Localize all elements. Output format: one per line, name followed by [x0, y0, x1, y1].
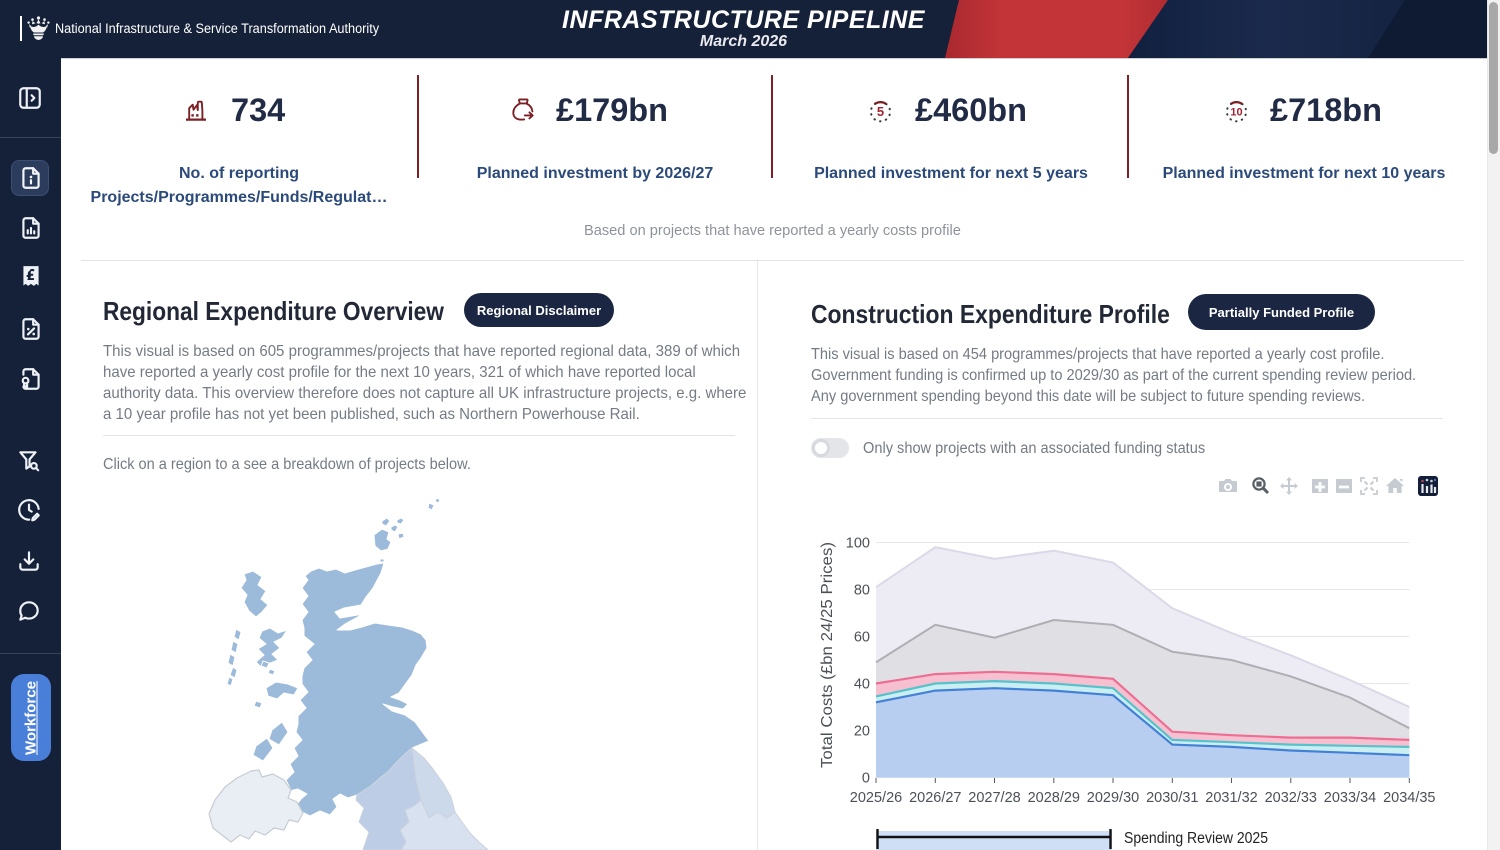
svg-text:2028/29: 2028/29	[1028, 790, 1080, 806]
svg-text:Spending Review 2025: Spending Review 2025	[1124, 830, 1268, 847]
svg-text:2026/27: 2026/27	[909, 790, 961, 806]
svg-text:2025/26: 2025/26	[850, 790, 902, 806]
svg-text:5: 5	[877, 104, 884, 119]
svg-text:2031/32: 2031/32	[1205, 790, 1257, 806]
svg-text:10: 10	[1230, 107, 1242, 119]
svg-text:Total Costs (£bn 24/25 Prices): Total Costs (£bn 24/25 Prices)	[819, 542, 836, 768]
svg-text:2029/30: 2029/30	[1087, 790, 1139, 806]
svg-text:100: 100	[846, 536, 870, 552]
svg-text:2032/33: 2032/33	[1265, 790, 1317, 806]
svg-text:80: 80	[854, 583, 870, 599]
svg-text:40: 40	[854, 677, 870, 693]
svg-text:0: 0	[862, 771, 870, 787]
svg-text:2027/28: 2027/28	[968, 790, 1020, 806]
svg-text:2030/31: 2030/31	[1146, 790, 1198, 806]
svg-text:20: 20	[854, 724, 870, 740]
svg-text:60: 60	[854, 630, 870, 646]
svg-text:2034/35: 2034/35	[1383, 790, 1435, 806]
svg-text:2033/34: 2033/34	[1324, 790, 1376, 806]
